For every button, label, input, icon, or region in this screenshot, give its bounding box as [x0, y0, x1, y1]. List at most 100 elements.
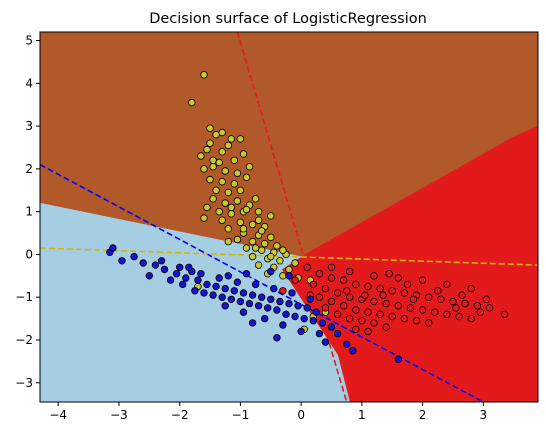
data-point — [352, 306, 360, 314]
data-point — [242, 173, 251, 182]
data-point — [206, 139, 214, 147]
data-point — [248, 237, 257, 246]
data-point — [358, 317, 366, 325]
data-point — [267, 267, 275, 276]
data-point — [230, 156, 238, 164]
data-point — [279, 287, 287, 295]
data-point — [400, 289, 409, 297]
data-point — [239, 225, 248, 233]
data-point — [221, 199, 229, 207]
data-point — [242, 205, 251, 214]
data-point — [191, 287, 199, 295]
data-point — [248, 220, 257, 229]
x-axis: −4 −3 −2 −1 0 1 2 3 — [49, 402, 487, 422]
data-point — [227, 295, 235, 303]
data-point — [273, 334, 281, 342]
data-point — [221, 167, 229, 175]
data-point — [270, 284, 278, 293]
data-point — [300, 314, 308, 323]
data-point — [388, 287, 396, 295]
data-point — [361, 291, 369, 299]
axes-frame — [39, 31, 539, 403]
data-point — [182, 274, 190, 282]
x-tick-label: −2 — [171, 408, 189, 422]
data-point — [297, 327, 305, 336]
data-point — [333, 310, 342, 318]
data-point — [236, 218, 245, 226]
data-point — [309, 317, 317, 325]
data-point — [209, 195, 217, 203]
data-point — [327, 323, 336, 331]
data-point — [352, 280, 360, 289]
data-point — [236, 186, 245, 194]
data-point — [239, 308, 248, 316]
data-point — [340, 302, 348, 310]
data-point — [236, 297, 245, 306]
data-point — [425, 319, 433, 327]
data-point — [264, 304, 272, 312]
y-tick-label: 2 — [25, 162, 33, 176]
data-point — [258, 246, 266, 254]
decision-lines — [40, 32, 538, 402]
x-tick-label: 3 — [480, 408, 488, 422]
x-tick-label: 2 — [419, 408, 427, 422]
data-point — [224, 237, 232, 246]
data-point — [227, 203, 235, 212]
data-point — [449, 297, 457, 306]
data-point — [285, 299, 293, 308]
data-point — [248, 291, 257, 299]
data-point — [364, 327, 372, 336]
data-point — [215, 274, 223, 282]
data-point — [178, 280, 187, 289]
data-point — [227, 135, 235, 143]
chart-title: Decision surface of LogisticRegression — [149, 11, 427, 27]
data-point — [276, 257, 284, 265]
data-point — [258, 227, 266, 235]
data-point — [239, 150, 248, 158]
data-point — [327, 263, 336, 271]
data-point — [218, 128, 226, 137]
data-point — [118, 257, 126, 265]
data-point — [221, 284, 229, 293]
data-point — [230, 287, 238, 295]
data-point — [254, 302, 263, 310]
data-point — [400, 314, 409, 323]
decision-line-3 — [40, 247, 538, 266]
data-point — [455, 312, 463, 321]
data-point — [276, 297, 284, 306]
data-point — [482, 295, 491, 303]
data-point — [224, 141, 232, 150]
data-point — [160, 265, 169, 274]
data-point — [434, 287, 442, 295]
data-point — [109, 244, 117, 252]
data-point — [279, 272, 287, 280]
data-point — [261, 314, 269, 323]
data-point — [291, 276, 299, 284]
data-point — [197, 270, 205, 278]
data-point — [188, 98, 196, 107]
scatter-points — [106, 71, 509, 363]
decision-regions — [40, 32, 538, 402]
data-point — [385, 270, 393, 278]
decision-line-1 — [236, 32, 348, 402]
data-point — [303, 263, 311, 271]
data-point — [254, 207, 263, 216]
data-point — [200, 71, 208, 79]
x-tick-label: −4 — [49, 408, 67, 422]
data-point — [209, 291, 217, 299]
data-point — [370, 272, 378, 280]
data-point — [267, 252, 275, 261]
data-point — [346, 267, 354, 276]
data-point — [245, 299, 254, 308]
data-point — [476, 308, 484, 316]
data-point — [273, 306, 281, 314]
data-point — [376, 310, 384, 318]
data-point — [166, 276, 175, 284]
data-point — [230, 180, 238, 188]
data-point — [340, 276, 348, 284]
data-point — [258, 293, 266, 301]
data-point — [461, 299, 469, 308]
data-point — [139, 259, 147, 267]
data-point — [467, 314, 475, 323]
